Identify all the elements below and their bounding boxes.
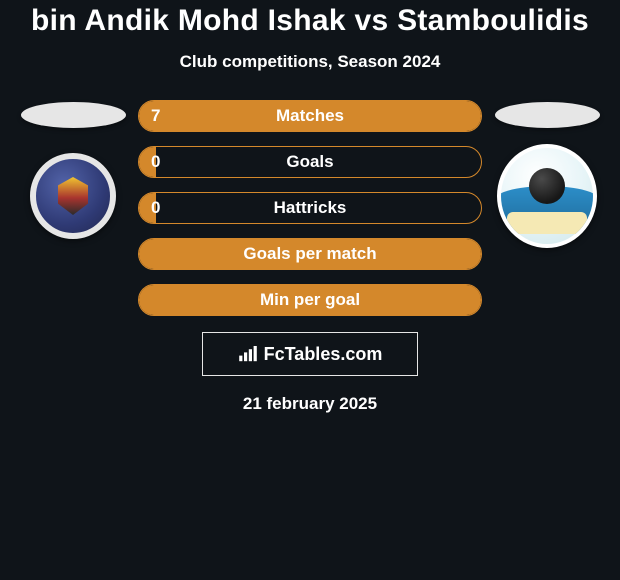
main-row: 7 Matches 0 Goals 0 Hattricks Goals per … xyxy=(0,100,620,316)
brand-box[interactable]: FcTables.com xyxy=(202,332,418,376)
right-player-column xyxy=(492,100,602,246)
stats-column: 7 Matches 0 Goals 0 Hattricks Goals per … xyxy=(138,100,482,316)
infographic-container: bin Andik Mohd Ishak vs Stamboulidis Clu… xyxy=(0,0,620,414)
stat-label: Hattricks xyxy=(274,198,347,218)
scroll-icon xyxy=(507,212,587,234)
subtitle: Club competitions, Season 2024 xyxy=(180,52,441,72)
date-text: 21 february 2025 xyxy=(243,394,377,414)
club-badge-right xyxy=(497,146,597,246)
stat-label: Matches xyxy=(276,106,344,126)
player-photo-placeholder-right xyxy=(495,102,600,128)
shield-icon xyxy=(497,144,597,248)
page-title: bin Andik Mohd Ishak vs Stamboulidis xyxy=(31,4,589,38)
stat-bar-min-per-goal: Min per goal xyxy=(138,284,482,316)
chart-icon xyxy=(238,346,258,362)
stat-bar-hattricks: 0 Hattricks xyxy=(138,192,482,224)
club-badge-left xyxy=(23,146,123,246)
stat-bar-goals: 0 Goals xyxy=(138,146,482,178)
stat-bar-goals-per-match: Goals per match xyxy=(138,238,482,270)
stat-left-value: 0 xyxy=(151,152,167,172)
shield-icon xyxy=(30,153,116,239)
stat-label: Min per goal xyxy=(260,290,360,310)
stat-left-value: 7 xyxy=(151,106,167,126)
brand-text: FcTables.com xyxy=(264,344,383,365)
stat-label: Goals xyxy=(286,152,333,172)
stat-bar-matches: 7 Matches xyxy=(138,100,482,132)
left-player-column xyxy=(18,100,128,246)
ball-icon xyxy=(529,168,565,204)
player-photo-placeholder-left xyxy=(21,102,126,128)
stat-label: Goals per match xyxy=(243,244,376,264)
stat-left-value: 0 xyxy=(151,198,167,218)
